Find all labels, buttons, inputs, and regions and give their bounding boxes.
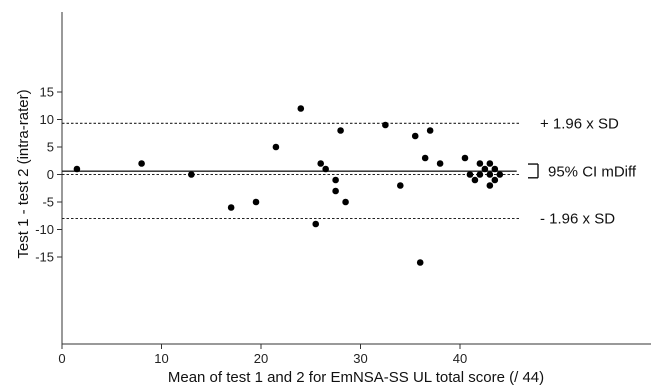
axes bbox=[61, 12, 651, 345]
data-point bbox=[416, 259, 424, 266]
y-tick-label: -10 bbox=[35, 222, 54, 237]
data-point bbox=[486, 160, 494, 167]
data-point bbox=[471, 176, 479, 184]
y-axis-title: Test 1 - test 2 (intra-rater) bbox=[15, 89, 32, 258]
data-point bbox=[491, 165, 499, 173]
data-point bbox=[138, 160, 145, 167]
data-point bbox=[481, 165, 489, 173]
y-tick-label: 15 bbox=[40, 85, 54, 100]
data-point bbox=[461, 154, 469, 162]
data-point bbox=[411, 132, 419, 140]
data-point bbox=[491, 176, 499, 184]
data-point bbox=[317, 160, 325, 167]
ticks: 0 10 20 30 40 -15 -10 -5 0 5 10 15 bbox=[35, 85, 467, 367]
data-point bbox=[272, 143, 280, 151]
y-tick-label: 10 bbox=[40, 112, 54, 127]
data-point bbox=[436, 160, 444, 167]
y-tick-label: -5 bbox=[42, 195, 54, 210]
x-tick-label: 40 bbox=[453, 351, 467, 366]
reference-lines: + 1.96 x SD - 1.96 x SD bbox=[62, 115, 619, 228]
reference-line-label: - 1.96 x SD bbox=[540, 211, 615, 228]
data-point bbox=[332, 176, 339, 184]
data-point bbox=[466, 171, 474, 178]
data-point bbox=[397, 182, 404, 189]
x-tick-label: 30 bbox=[353, 351, 367, 366]
data-point bbox=[312, 220, 320, 228]
reference-line-label: + 1.96 x SD bbox=[540, 115, 619, 132]
data-point bbox=[322, 165, 329, 173]
y-tick-label: 5 bbox=[47, 140, 54, 155]
x-tick-label: 10 bbox=[154, 351, 168, 366]
y-tick-label: -15 bbox=[35, 250, 54, 265]
data-point bbox=[476, 171, 484, 178]
x-tick-label: 0 bbox=[58, 351, 65, 366]
data-point bbox=[297, 105, 305, 112]
data-point bbox=[486, 171, 494, 178]
data-point bbox=[486, 182, 494, 189]
data-point bbox=[496, 171, 504, 178]
ci-bracket: 95% CI mDiff bbox=[528, 163, 637, 180]
data-points bbox=[73, 105, 504, 266]
data-point bbox=[382, 121, 389, 129]
data-point bbox=[342, 198, 349, 206]
data-point bbox=[252, 198, 260, 206]
y-tick-label: 0 bbox=[47, 167, 54, 182]
data-point bbox=[426, 127, 434, 134]
data-point bbox=[73, 165, 81, 173]
data-point bbox=[227, 204, 235, 211]
data-point bbox=[332, 187, 339, 195]
x-tick-label: 20 bbox=[254, 351, 268, 366]
data-point bbox=[188, 171, 195, 178]
data-point bbox=[476, 160, 484, 167]
ci-bracket-label: 95% CI mDiff bbox=[548, 163, 637, 180]
data-point bbox=[421, 154, 429, 162]
x-axis-title: Mean of test 1 and 2 for EmNSA-SS UL tot… bbox=[168, 369, 544, 386]
data-point bbox=[337, 127, 344, 134]
